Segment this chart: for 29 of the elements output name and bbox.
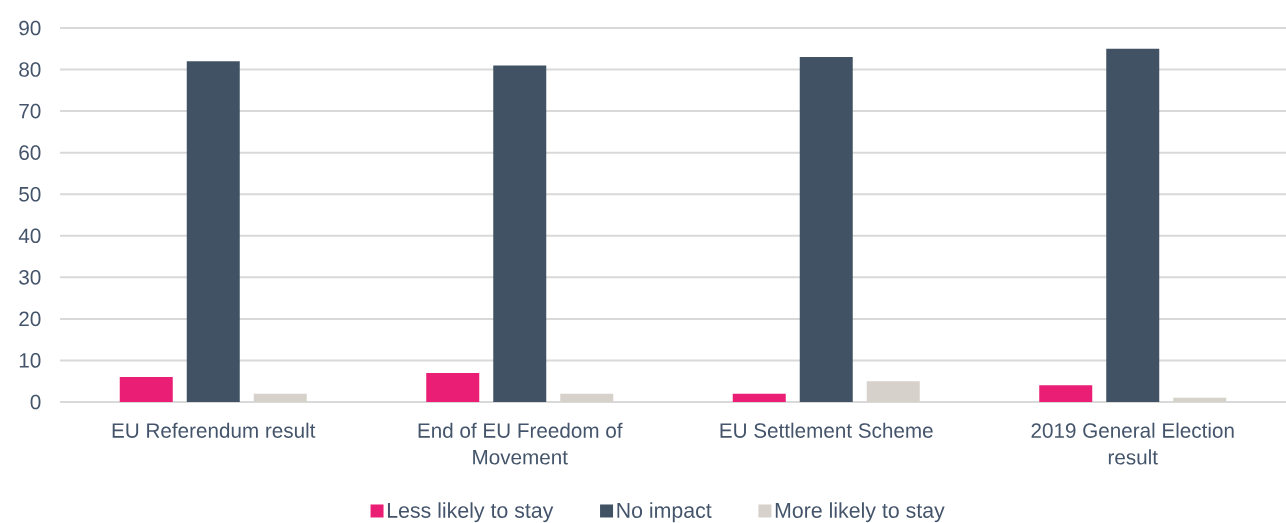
bar xyxy=(186,61,240,402)
bar xyxy=(253,393,307,402)
y-tick-label: 30 xyxy=(19,270,41,285)
bar xyxy=(1173,397,1227,402)
y-tick-label: 40 xyxy=(18,228,41,244)
x-tick-label: EU Settlement Scheme xyxy=(720,422,933,438)
bar xyxy=(1039,385,1093,402)
bar xyxy=(426,372,480,402)
y-tick-label: 80 xyxy=(19,62,41,77)
y-tick-label: 90 xyxy=(19,20,41,36)
x-tick-label: End of EU Freedom of Movement xyxy=(418,422,623,465)
y-tick-label: 0 xyxy=(30,394,41,410)
y-tick-label: 70 xyxy=(19,103,41,119)
bar xyxy=(560,393,614,402)
legend-label: No impact xyxy=(617,502,712,523)
y-tick-label: 50 xyxy=(19,186,41,202)
legend-label: Less likely to stay xyxy=(387,502,554,523)
bar xyxy=(1106,48,1160,402)
y-tick-label: 10 xyxy=(19,353,41,368)
x-tick-label: 2019 General Election result xyxy=(1031,422,1234,465)
y-tick-label: 20 xyxy=(19,311,41,327)
bar xyxy=(119,377,173,402)
bar xyxy=(799,57,853,402)
legend-label: More likely to stay xyxy=(775,502,945,523)
bar xyxy=(732,393,786,402)
bar xyxy=(493,65,547,402)
x-tick-label: EU Referendum result xyxy=(112,422,316,438)
y-tick-label: 60 xyxy=(19,145,41,160)
bar xyxy=(866,381,920,402)
